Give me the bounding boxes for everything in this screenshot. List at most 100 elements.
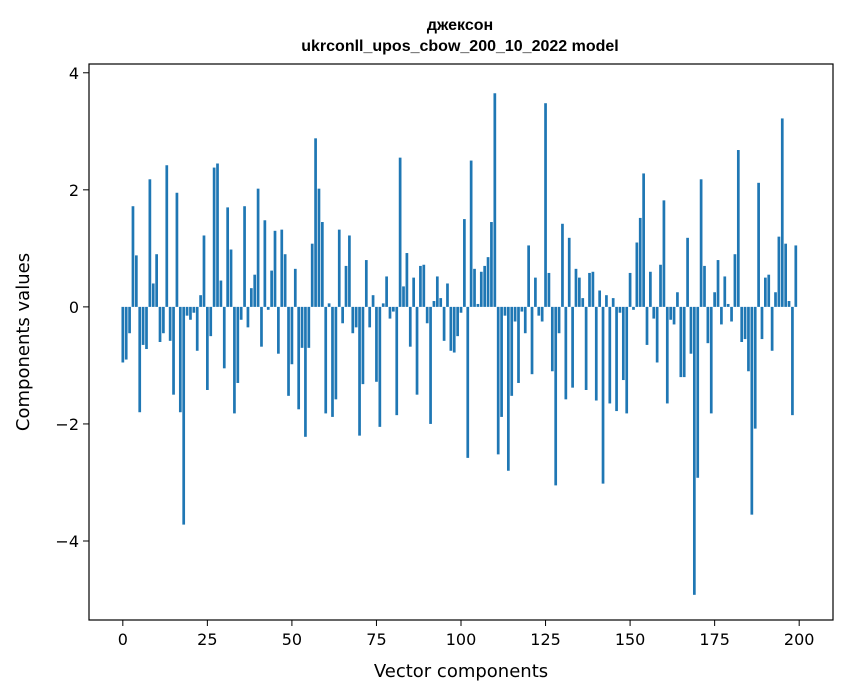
bar	[364, 260, 368, 307]
bar	[540, 306, 544, 322]
bar	[750, 306, 754, 515]
bar	[679, 306, 683, 378]
bar	[496, 306, 500, 455]
bar	[730, 306, 733, 322]
x-tick-label: 0	[118, 630, 128, 649]
bar	[297, 306, 301, 410]
bar	[723, 276, 727, 307]
bar	[696, 306, 700, 478]
bar	[280, 229, 284, 307]
bar	[476, 303, 480, 307]
bar	[588, 272, 591, 307]
bar	[371, 295, 375, 307]
bar	[628, 272, 632, 307]
bar	[625, 306, 629, 414]
bar	[270, 270, 273, 307]
bar	[378, 306, 382, 427]
bar	[138, 306, 142, 413]
bar	[780, 118, 784, 307]
bar	[419, 265, 422, 307]
x-tick-label: 100	[446, 630, 477, 649]
bar	[412, 277, 416, 307]
bar	[794, 245, 798, 307]
bar	[537, 306, 541, 316]
chart-subtitle: ukrconll_upos_cbow_200_10_2022 model	[301, 38, 618, 55]
x-axis-label: Vector components	[374, 661, 548, 682]
bar	[249, 288, 253, 307]
bar	[128, 306, 131, 334]
bar	[733, 254, 737, 307]
bar	[283, 254, 287, 307]
bar	[669, 306, 673, 320]
bar	[713, 292, 716, 307]
bar	[273, 230, 277, 307]
bar	[239, 306, 243, 320]
bar	[709, 306, 713, 414]
bar	[209, 306, 213, 337]
bar	[635, 242, 639, 307]
bar	[260, 306, 263, 347]
bar	[307, 306, 311, 348]
bar	[131, 206, 135, 307]
bar	[743, 306, 747, 340]
bar	[172, 306, 175, 395]
bar	[554, 306, 558, 486]
bar	[361, 306, 365, 385]
bar	[594, 306, 598, 401]
bar	[141, 306, 145, 345]
bar	[557, 306, 561, 334]
bar	[277, 306, 280, 354]
bar	[757, 182, 760, 307]
x-tick-label: 175	[699, 630, 730, 649]
bar	[621, 306, 625, 381]
x-axis-ticks: 0 25 50 75 100 125 150 175 200	[118, 620, 814, 649]
bar	[483, 265, 487, 307]
bar	[706, 306, 710, 344]
bar	[632, 306, 635, 310]
bar	[676, 292, 679, 307]
bar	[446, 283, 449, 307]
bar	[155, 254, 158, 307]
bar	[774, 292, 777, 307]
bar	[304, 306, 307, 437]
bar	[310, 243, 314, 307]
bar	[358, 306, 361, 436]
bar	[615, 306, 618, 412]
bar	[432, 301, 436, 307]
bar	[564, 306, 568, 400]
bar	[165, 165, 169, 307]
bar	[243, 206, 246, 307]
bar	[435, 276, 439, 307]
bar	[415, 306, 419, 395]
bar	[581, 298, 585, 307]
bar	[584, 306, 588, 390]
bar	[544, 103, 547, 307]
bar	[348, 235, 351, 307]
bar	[178, 306, 182, 413]
bar	[182, 306, 186, 525]
bar	[520, 306, 524, 312]
bar	[226, 207, 230, 307]
bar	[659, 264, 662, 307]
x-tick-label: 25	[197, 630, 217, 649]
bar	[148, 179, 152, 307]
bar-series	[121, 93, 798, 595]
bar	[314, 138, 317, 307]
bar	[392, 306, 395, 312]
bar	[121, 306, 125, 363]
bar	[327, 303, 331, 307]
bar	[510, 306, 514, 396]
bar	[368, 306, 372, 328]
bar	[567, 237, 571, 307]
bar	[162, 306, 165, 334]
bar	[770, 306, 774, 351]
bar	[158, 306, 162, 342]
bar	[300, 306, 304, 348]
bar	[337, 229, 341, 307]
bar	[202, 235, 206, 307]
bar	[212, 167, 216, 307]
bar	[266, 306, 270, 310]
bar	[151, 283, 155, 307]
y-tick-label: 2	[69, 181, 79, 200]
bar	[611, 298, 615, 307]
